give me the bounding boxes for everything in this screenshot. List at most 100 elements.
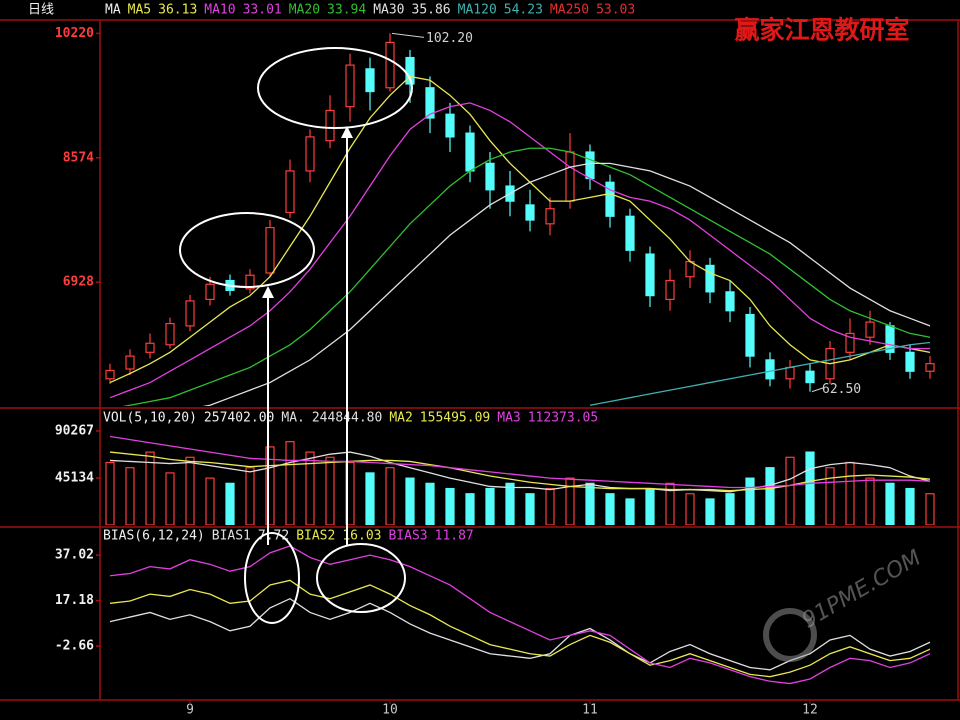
annotation-leader (811, 387, 825, 393)
legend-value: 112373.05 (528, 411, 598, 426)
candle-body (765, 359, 775, 380)
candle-body (725, 291, 735, 312)
ma-line (109, 75, 931, 384)
legend-name: BIAS3 (388, 529, 427, 544)
volume-bar (745, 477, 755, 525)
legend-value: 35.86 (412, 3, 451, 18)
candle-body (905, 351, 915, 372)
candle-body (205, 283, 215, 301)
candle-body (805, 370, 815, 384)
legend-value: 7.72 (258, 529, 289, 544)
candle-body (305, 136, 315, 172)
candle-body (165, 323, 175, 346)
y-tick-label: 6928 (63, 275, 94, 290)
legend-name: MA. (281, 411, 304, 426)
annotation: 62.50 (822, 382, 861, 397)
candle-body (745, 313, 755, 357)
x-tick-label: 9 (186, 703, 194, 718)
x-tick-label: 11 (582, 703, 598, 718)
volume-bar (565, 477, 575, 525)
legend-value: 33.01 (243, 3, 282, 18)
y-tick-label: 45134 (55, 470, 94, 485)
candle-body (665, 279, 675, 301)
volume-bar (165, 472, 175, 525)
volume-bar (505, 482, 515, 525)
legend-name: MA20 (289, 3, 320, 18)
volume-bar (585, 482, 595, 525)
candle-body (565, 151, 575, 202)
candle-body (345, 64, 355, 108)
candle-body (105, 369, 115, 380)
panel-title: VOL(5,10,20) (103, 411, 197, 426)
volume-bar (805, 451, 815, 525)
x-tick-label: 10 (382, 703, 398, 718)
volume-bar (525, 493, 535, 525)
watermark-logo (763, 608, 817, 662)
candle-body (385, 41, 395, 89)
y-tick-label: 90267 (55, 423, 94, 438)
legend-name: MA2 (389, 411, 412, 426)
legend-name: MA5 (128, 3, 151, 18)
candle-body (485, 162, 495, 191)
panel-title: BIAS(6,12,24) (103, 529, 205, 544)
candle-body (145, 342, 155, 353)
volume-bar (125, 467, 135, 525)
volume-bar (925, 493, 935, 525)
period-label: 日线 (28, 3, 54, 18)
candle-body (185, 300, 195, 327)
volume-bar (765, 467, 775, 525)
volume-bar (385, 467, 395, 525)
candle-body (285, 170, 295, 214)
candle-body (625, 215, 635, 251)
bar-value: 257402.00 (204, 411, 274, 426)
ma-line (109, 579, 931, 678)
candle-body (265, 227, 275, 274)
volume-bar (285, 441, 295, 525)
volume-bar (425, 482, 435, 525)
x-tick-label: 12 (802, 703, 818, 718)
volume-bar (825, 467, 835, 525)
legend-value: 36.13 (158, 3, 197, 18)
candle-body (125, 355, 135, 370)
header-label: MA (105, 3, 121, 18)
candle-body (425, 87, 435, 119)
volume-bar (245, 467, 255, 525)
volume-bar (445, 487, 455, 525)
candle-body (465, 132, 475, 172)
volume-bar (465, 493, 475, 525)
volume-bar (105, 461, 115, 525)
volume-bar (545, 487, 555, 525)
volume-bar (705, 498, 715, 525)
ma-line (109, 451, 931, 493)
legend-value: 33.94 (327, 3, 366, 18)
y-tick-label: -2.66 (55, 639, 94, 654)
legend-name: MA10 (204, 3, 235, 18)
legend-value: 54.23 (504, 3, 543, 18)
volume-bar (725, 493, 735, 525)
volume-bar (205, 477, 215, 525)
legend-name: MA250 (550, 3, 589, 18)
candle-body (445, 113, 455, 138)
volume-bar (265, 446, 275, 525)
ma-line (589, 341, 931, 406)
legend-value: 16.03 (342, 529, 381, 544)
volume-bar (685, 493, 695, 525)
candle-body (785, 366, 795, 380)
volume-bar (605, 493, 615, 525)
candle-body (325, 109, 335, 142)
ma-line (122, 147, 931, 406)
volume-bar (145, 451, 155, 525)
ma-line (109, 435, 931, 489)
volume-bar (485, 487, 495, 525)
y-tick-label: 8574 (63, 150, 94, 165)
volume-bar (645, 487, 655, 525)
volume-bar (185, 456, 195, 525)
overlay-title: 赢家江恩教研室 (734, 16, 909, 45)
plot-layer: 10220 8574 6928 日线 MA MA5 36.13 MA10 33.01 MA20 33… (28, 3, 935, 718)
volume-bar (305, 451, 315, 525)
candle-body (545, 208, 555, 225)
legend-name: MA120 (458, 3, 497, 18)
